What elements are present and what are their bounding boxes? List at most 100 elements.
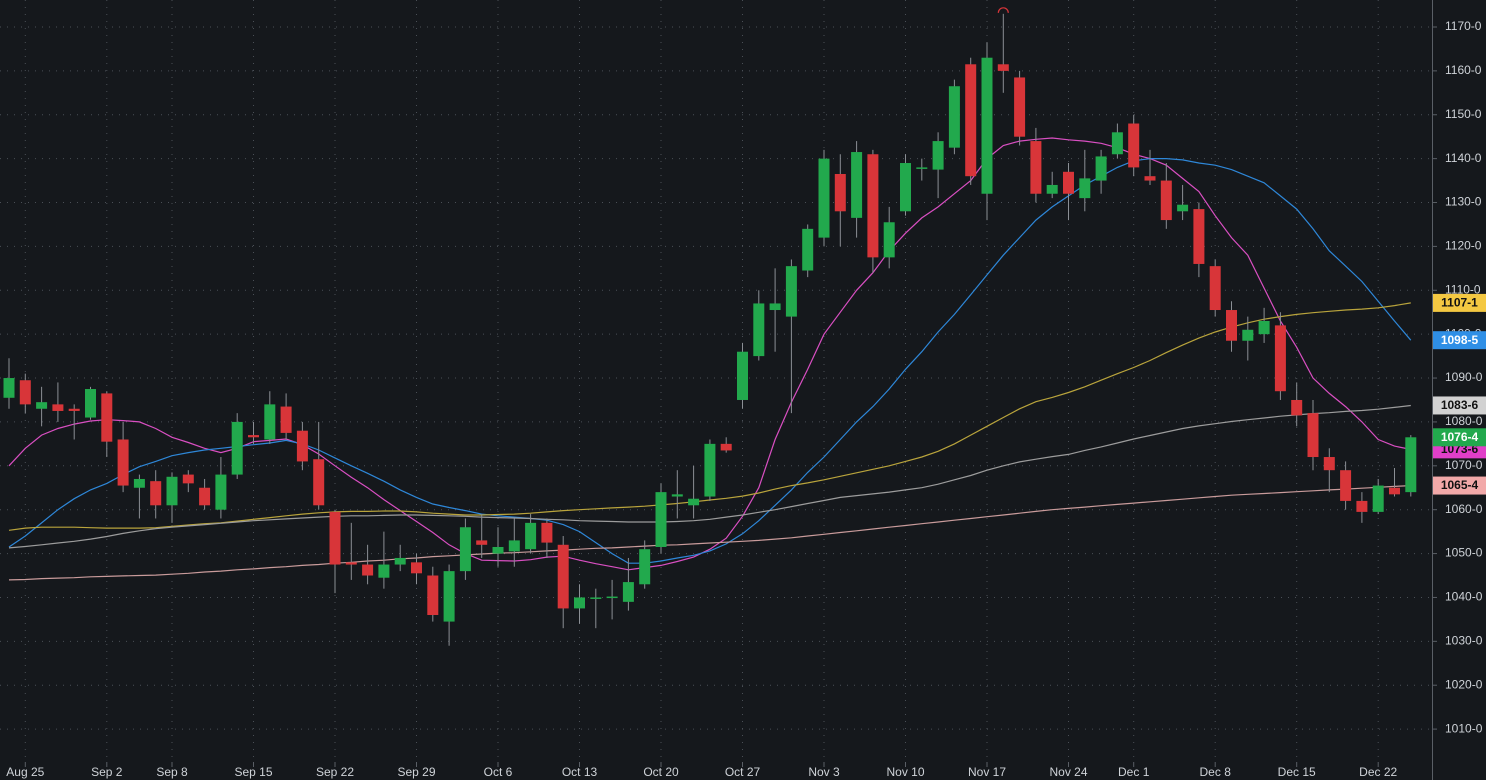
candle-body bbox=[622, 582, 634, 602]
y-tick-label: 1140-0 bbox=[1445, 151, 1482, 165]
candle-body bbox=[737, 351, 748, 400]
candle bbox=[1323, 448, 1335, 493]
price-label: 1098-5 bbox=[1441, 333, 1479, 347]
y-tick-label: 1160-0 bbox=[1445, 63, 1482, 77]
x-tick-label: Dec 15 bbox=[1278, 765, 1316, 779]
candle-body bbox=[785, 266, 797, 317]
candle-body bbox=[427, 575, 439, 616]
candle-body bbox=[1372, 485, 1384, 512]
x-tick-label: Dec 22 bbox=[1359, 765, 1397, 779]
candle bbox=[1274, 312, 1286, 400]
candle-body bbox=[1079, 178, 1091, 199]
candle-body bbox=[296, 430, 308, 462]
candle bbox=[329, 509, 341, 594]
x-tick-label: Nov 24 bbox=[1049, 765, 1087, 779]
candle bbox=[313, 421, 325, 510]
candle bbox=[541, 518, 553, 558]
candle-body bbox=[1030, 141, 1042, 194]
candle-body bbox=[834, 173, 846, 212]
candle-body bbox=[182, 474, 194, 484]
candle-body bbox=[231, 421, 243, 475]
candle-body bbox=[133, 478, 145, 488]
candle-body bbox=[1356, 500, 1368, 512]
candle bbox=[981, 42, 993, 221]
candle bbox=[101, 391, 113, 458]
candle-body bbox=[1160, 180, 1172, 221]
candle-body bbox=[117, 439, 129, 486]
candle bbox=[199, 478, 211, 510]
candle-body bbox=[85, 389, 96, 418]
x-tick-label: Sep 15 bbox=[234, 765, 272, 779]
candle-body bbox=[443, 571, 455, 622]
candle bbox=[834, 154, 846, 247]
candle bbox=[802, 224, 814, 278]
candle bbox=[1111, 123, 1123, 159]
candle bbox=[378, 531, 390, 589]
candle-body bbox=[36, 402, 48, 409]
candle bbox=[492, 527, 504, 567]
candle bbox=[36, 386, 48, 427]
candle-body bbox=[932, 141, 944, 170]
candle bbox=[1128, 114, 1140, 177]
candle bbox=[785, 259, 797, 414]
candle-body bbox=[1063, 171, 1074, 194]
price-label: 1076-4 bbox=[1441, 430, 1479, 444]
candle bbox=[948, 79, 960, 155]
candle-body bbox=[1405, 437, 1417, 493]
candle bbox=[671, 470, 683, 519]
candle-body bbox=[867, 154, 879, 258]
candle-body bbox=[1193, 209, 1205, 264]
y-tick-label: 1170-0 bbox=[1445, 19, 1482, 33]
y-tick-label: 1040-0 bbox=[1445, 590, 1483, 604]
candle-body bbox=[411, 562, 422, 574]
candle bbox=[508, 518, 520, 567]
x-tick-label: Nov 17 bbox=[968, 765, 1006, 779]
candle bbox=[1405, 435, 1417, 497]
x-tick-label: Sep 29 bbox=[397, 765, 435, 779]
y-tick-label: 1010-0 bbox=[1445, 721, 1483, 735]
candle bbox=[639, 540, 651, 589]
candle-body bbox=[150, 481, 162, 506]
candle bbox=[900, 154, 911, 216]
high-marker bbox=[997, 7, 1009, 13]
candle bbox=[1046, 171, 1058, 199]
candle-body bbox=[1128, 123, 1140, 168]
candle bbox=[1079, 149, 1091, 212]
candle-body bbox=[981, 57, 993, 194]
candle-body bbox=[900, 163, 911, 212]
x-tick-label: Dec 1 bbox=[1118, 765, 1150, 779]
candle-body bbox=[68, 408, 80, 411]
candle-body bbox=[3, 378, 15, 398]
candle-body bbox=[541, 522, 553, 543]
candle bbox=[590, 588, 602, 629]
candle bbox=[916, 158, 928, 181]
candle-body bbox=[1014, 77, 1026, 137]
candle-body bbox=[1144, 176, 1156, 181]
price-label-box bbox=[1433, 428, 1486, 447]
candle-body bbox=[508, 540, 520, 552]
candle-body bbox=[671, 494, 683, 497]
candle-body bbox=[997, 64, 1009, 71]
candle-body bbox=[394, 557, 406, 565]
candle bbox=[411, 553, 422, 585]
candle bbox=[459, 518, 471, 580]
price-label-box bbox=[1433, 476, 1486, 495]
candle-body bbox=[557, 544, 569, 609]
candle bbox=[851, 141, 863, 238]
candle bbox=[1291, 382, 1303, 427]
y-tick-label: 1070-0 bbox=[1445, 458, 1483, 472]
candle bbox=[557, 536, 569, 629]
x-tick-label: Nov 10 bbox=[886, 765, 924, 779]
x-tick-label: Dec 8 bbox=[1200, 765, 1232, 779]
candle bbox=[150, 470, 162, 519]
candle bbox=[1226, 301, 1237, 352]
candle bbox=[606, 579, 618, 620]
moving-average-line bbox=[8, 404, 1411, 549]
y-tick-label: 1030-0 bbox=[1445, 634, 1483, 648]
moving-average-line bbox=[8, 485, 1411, 581]
x-tick-label: Sep 8 bbox=[156, 765, 188, 779]
candle-body bbox=[525, 522, 537, 550]
candle bbox=[1063, 163, 1074, 221]
